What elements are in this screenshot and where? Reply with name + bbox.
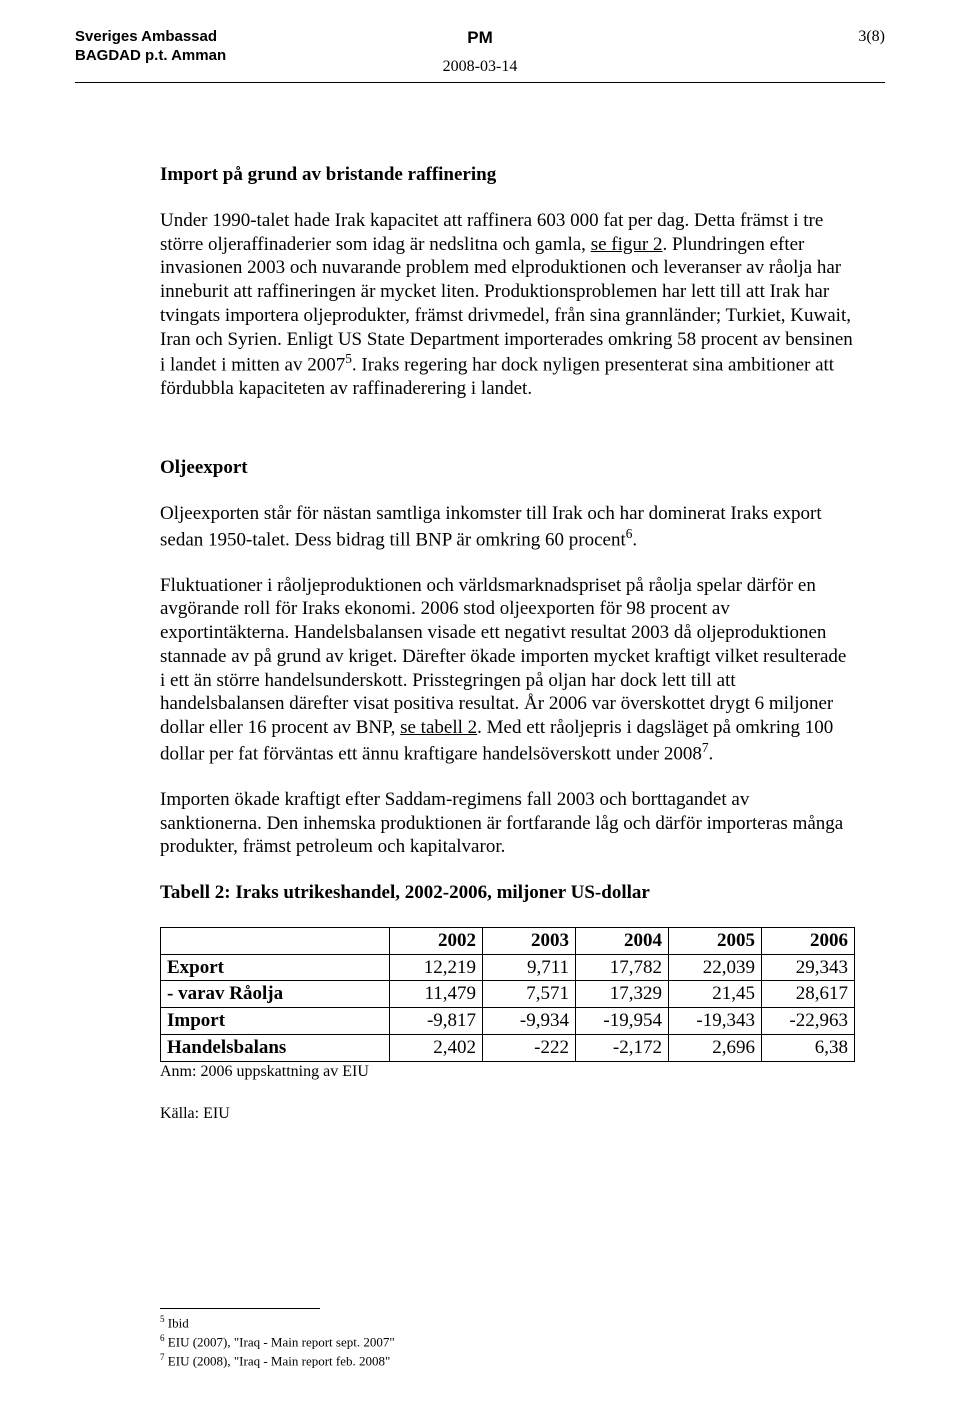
table-header-cell: 2003: [483, 927, 576, 954]
footnote-text: EIU (2008), "Iraq - Main report feb. 200…: [165, 1353, 391, 1368]
table-cell: -222: [483, 1034, 576, 1061]
text-run: Fluktuationer i råoljeproduktionen och v…: [160, 575, 846, 739]
table-cell: Handelsbalans: [161, 1034, 390, 1061]
table-row: - varav Råolja 11,479 7,571 17,329 21,45…: [161, 981, 855, 1008]
table-header-cell: 2006: [761, 927, 854, 954]
section2-title: Oljeexport: [160, 456, 855, 480]
table-cell: 28,617: [761, 981, 854, 1008]
table-cell: -9,817: [390, 1008, 483, 1035]
table-note-1: Anm: 2006 uppskattning av EIU: [160, 1062, 855, 1082]
header-center: PM 2008-03-14: [345, 28, 615, 76]
table-header-cell: 2004: [576, 927, 669, 954]
table-row: Import -9,817 -9,934 -19,954 -19,343 -22…: [161, 1008, 855, 1035]
table-cell: Export: [161, 954, 390, 981]
header-doc-type: PM: [345, 28, 615, 48]
section2-paragraph-1: Oljeexporten står för nästan samtliga in…: [160, 502, 855, 552]
table-cell: -19,343: [668, 1008, 761, 1035]
table-cell: -9,934: [483, 1008, 576, 1035]
table-cell: 29,343: [761, 954, 854, 981]
page: Sveriges Ambassad BAGDAD p.t. Amman PM 2…: [0, 0, 960, 1410]
footnote-5: 5 Ibid: [160, 1313, 855, 1332]
table-cell: 2,696: [668, 1034, 761, 1061]
footnote-7: 7 EIU (2008), "Iraq - Main report feb. 2…: [160, 1351, 855, 1370]
document-body: Import på grund av bristande raffinering…: [160, 163, 855, 1124]
table-cell: 7,571: [483, 981, 576, 1008]
table-row: Handelsbalans 2,402 -222 -2,172 2,696 6,…: [161, 1034, 855, 1061]
text-run: .: [709, 743, 714, 764]
table-cell: 21,45: [668, 981, 761, 1008]
table-cell: - varav Råolja: [161, 981, 390, 1008]
table-cell: -19,954: [576, 1008, 669, 1035]
table-cell: -22,963: [761, 1008, 854, 1035]
header-date: 2008-03-14: [345, 58, 615, 76]
section1-title: Import på grund av bristande raffinering: [160, 163, 855, 187]
footnotes: 5 Ibid 6 EIU (2007), "Iraq - Main report…: [160, 1308, 855, 1370]
section2-paragraph-2: Fluktuationer i råoljeproduktionen och v…: [160, 574, 855, 766]
page-header: Sveriges Ambassad BAGDAD p.t. Amman PM 2…: [75, 28, 885, 76]
table-header-cell: [161, 927, 390, 954]
section1-paragraph: Under 1990-talet hade Irak kapacitet att…: [160, 209, 855, 401]
table-2-link[interactable]: se tabell 2: [400, 717, 477, 738]
table-note-2: Källa: EIU: [160, 1104, 855, 1124]
table-cell: 17,329: [576, 981, 669, 1008]
table-cell: 2,402: [390, 1034, 483, 1061]
header-org-line2: BAGDAD p.t. Amman: [75, 47, 345, 66]
table-cell: -2,172: [576, 1034, 669, 1061]
header-rule: [75, 82, 885, 83]
section2-paragraph-3: Importen ökade kraftigt efter Saddam-reg…: [160, 788, 855, 859]
trade-table: 2002 2003 2004 2005 2006 Export 12,219 9…: [160, 927, 855, 1062]
text-run: Oljeexporten står för nästan samtliga in…: [160, 503, 822, 550]
header-org-line1: Sveriges Ambassad: [75, 28, 345, 47]
table-cell: 22,039: [668, 954, 761, 981]
table-title: Tabell 2: Iraks utrikeshandel, 2002-2006…: [160, 881, 855, 905]
table-cell: 12,219: [390, 954, 483, 981]
footnote-ref-7[interactable]: 7: [702, 740, 709, 755]
table-header-cell: 2002: [390, 927, 483, 954]
table-cell: Import: [161, 1008, 390, 1035]
table-cell: 17,782: [576, 954, 669, 981]
table-row: Export 12,219 9,711 17,782 22,039 29,343: [161, 954, 855, 981]
footnote-ref-5[interactable]: 5: [345, 351, 352, 366]
footnote-rule: [160, 1308, 320, 1309]
table-cell: 6,38: [761, 1034, 854, 1061]
table-header-row: 2002 2003 2004 2005 2006: [161, 927, 855, 954]
figure-2-link[interactable]: se figur 2: [591, 234, 663, 255]
table-cell: 11,479: [390, 981, 483, 1008]
text-run: .: [632, 529, 637, 550]
footnote-6: 6 EIU (2007), "Iraq - Main report sept. …: [160, 1332, 855, 1351]
footnote-text: EIU (2007), "Iraq - Main report sept. 20…: [165, 1335, 395, 1350]
header-org: Sveriges Ambassad BAGDAD p.t. Amman: [75, 28, 345, 66]
header-page-number: 3(8): [615, 28, 885, 46]
table-cell: 9,711: [483, 954, 576, 981]
table-header-cell: 2005: [668, 927, 761, 954]
footnote-text: Ibid: [165, 1316, 189, 1331]
